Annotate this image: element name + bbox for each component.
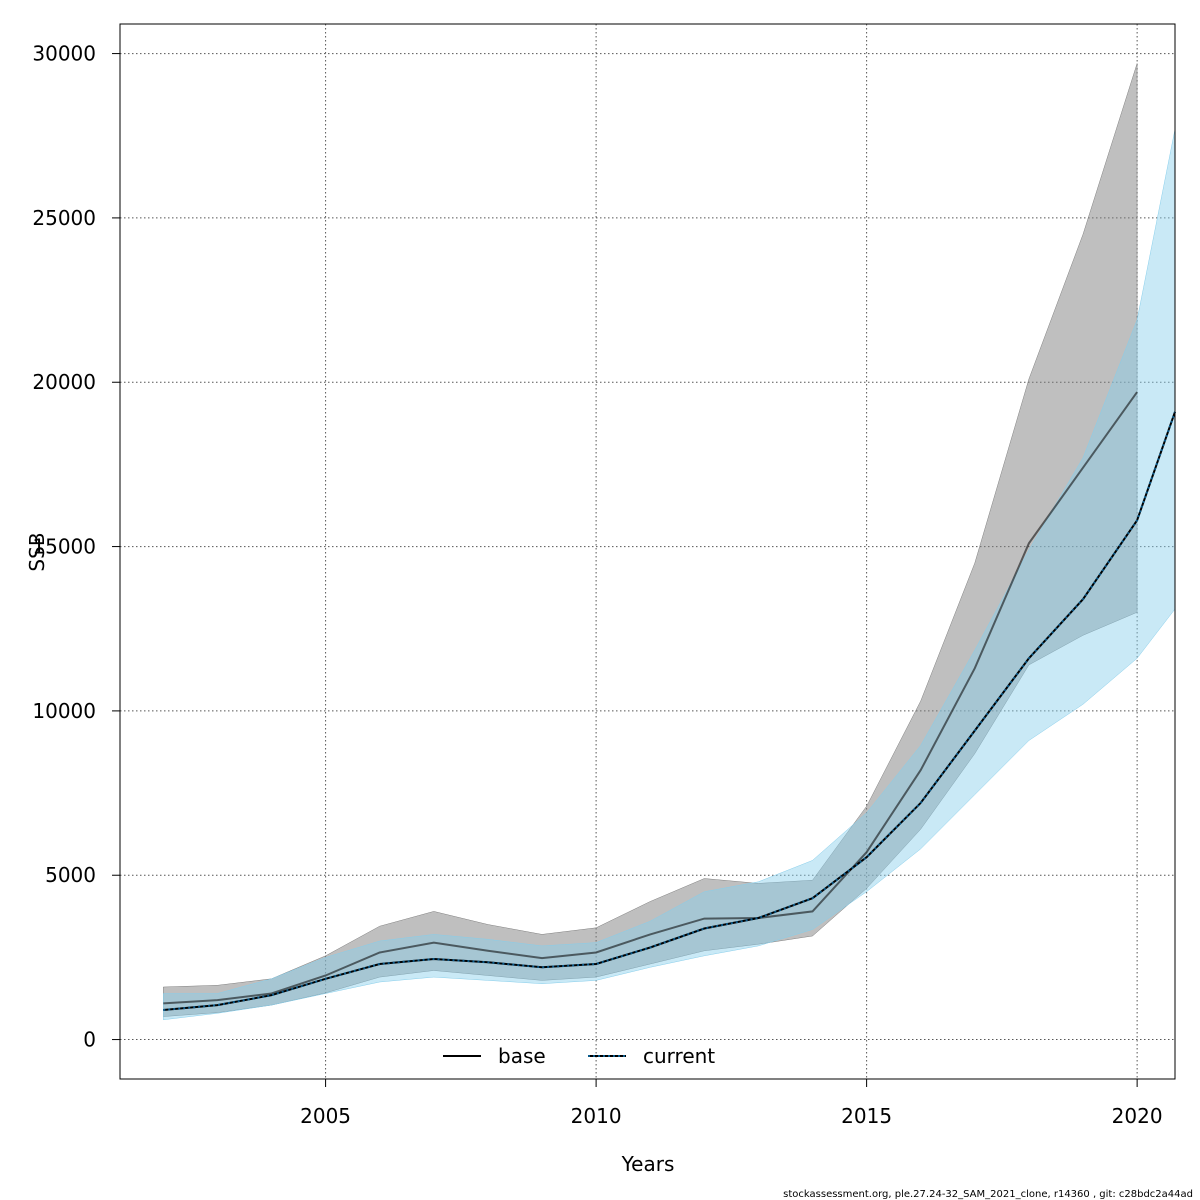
y-tick-label-10000: 10000 — [32, 699, 96, 723]
y-tick-label-15000: 15000 — [32, 535, 96, 559]
band-current — [163, 129, 1176, 1021]
line-current — [163, 411, 1176, 1011]
legend-label-current: current — [643, 1044, 715, 1068]
legend: base current — [443, 1044, 715, 1068]
x-axis: 2005 2010 2015 2020 — [300, 1078, 1163, 1128]
y-axis: 0 5000 10000 15000 20000 25000 30000 — [32, 42, 121, 1052]
legend-label-base: base — [498, 1044, 546, 1068]
line-base — [163, 391, 1138, 1005]
y-tick-label-30000: 30000 — [32, 42, 96, 66]
y-tick-label-5000: 5000 — [45, 863, 96, 887]
y-tick-label-25000: 25000 — [32, 206, 96, 230]
footer-credit: stockassessment.org, ple.27.24-32_SAM_20… — [783, 1189, 1193, 1200]
y-tick-label-0: 0 — [83, 1028, 96, 1052]
x-tick-label-2005: 2005 — [300, 1104, 351, 1128]
x-tick-label-2015: 2015 — [841, 1104, 892, 1128]
series-lines — [163, 391, 1176, 1011]
x-tick-label-2010: 2010 — [571, 1104, 622, 1128]
x-axis-title: Years — [621, 1152, 675, 1176]
band-base — [163, 63, 1138, 1017]
confidence-bands — [163, 63, 1176, 1021]
y-axis-title: SSB — [25, 532, 49, 571]
y-tick-label-20000: 20000 — [32, 370, 96, 394]
x-tick-label-2020: 2020 — [1112, 1104, 1163, 1128]
